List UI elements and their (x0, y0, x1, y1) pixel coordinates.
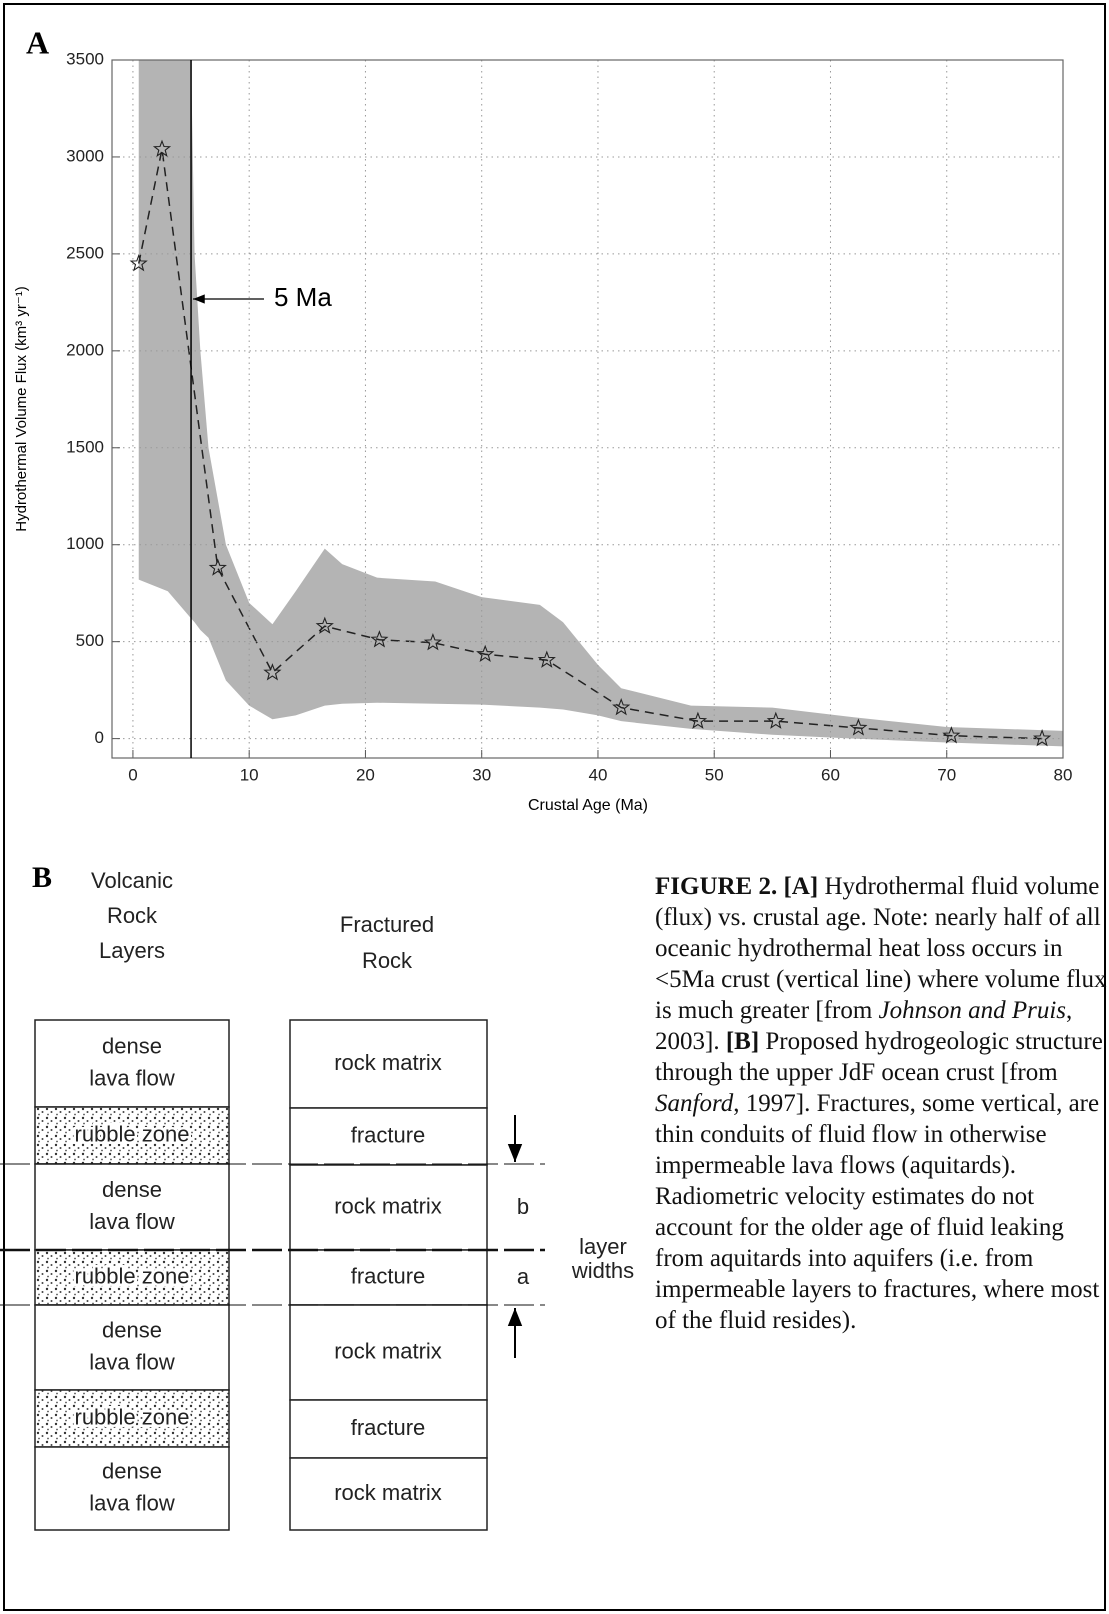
y-tick-label: 2500 (66, 243, 104, 262)
x-tick-label: 50 (705, 765, 724, 784)
caption-text: , 1997]. Fractures, some vertical, are t… (655, 1090, 1100, 1334)
layer-label: dense (102, 1177, 162, 1202)
layer-label: fracture (351, 1263, 426, 1288)
rock-layer (289, 1019, 488, 1109)
caption-text: FIGURE 2. [A] (655, 873, 819, 900)
caption-text: Johnson and Pruis (878, 997, 1067, 1024)
data-point (766, 711, 785, 729)
layer-label: rubble zone (75, 1263, 190, 1288)
layer-label: rock matrix (334, 1193, 442, 1218)
rock-layer (289, 1107, 488, 1166)
rock-layer (289, 1457, 488, 1531)
column-header: Layers (99, 938, 165, 963)
caption-text: , 2003]. (655, 997, 1073, 1055)
y-axis-label: Hydrothermal Volume Flux (km³ yr⁻¹) (13, 286, 30, 531)
layer-label: fracture (351, 1122, 426, 1147)
x-tick-label: 30 (472, 765, 491, 784)
x-tick-label: 60 (821, 765, 840, 784)
y-tick-label: 2000 (66, 340, 104, 359)
caption-text: Hydrothermal fluid volume (flux) vs. cru… (655, 873, 1107, 1024)
rock-layer (34, 1106, 230, 1165)
column-header: Volcanic (91, 868, 173, 893)
layer-label: dense (102, 1458, 162, 1483)
x-tick-label: 40 (589, 765, 608, 784)
caption-text: Sanford (655, 1090, 734, 1117)
data-point (315, 616, 334, 634)
caption-text: Proposed hydrogeologic structure through… (655, 1028, 1103, 1086)
data-point (208, 558, 227, 576)
data-point (263, 663, 282, 681)
layer-label: lava flow (89, 1209, 175, 1234)
column-header: Fractured (340, 912, 434, 937)
y-tick-label: 500 (76, 631, 104, 650)
width-label: b (517, 1194, 529, 1219)
caption: FIGURE 2. [A] Hydrothermal fluid volume … (655, 871, 1107, 1336)
width-label: a (517, 1264, 530, 1289)
rock-layer (289, 1164, 488, 1251)
data-point (476, 644, 495, 662)
x-tick-label: 10 (240, 765, 259, 784)
layer-label: rock matrix (334, 1338, 442, 1363)
layer-label: lava flow (89, 1065, 175, 1090)
plot-area (138, 60, 1063, 747)
layer-label: dense (102, 1033, 162, 1058)
panel-label: B (32, 861, 52, 894)
data-point (129, 254, 148, 272)
rock-layer (289, 1399, 488, 1459)
figure-border (3, 3, 1106, 1611)
column-header: Rock (107, 903, 158, 928)
data-point (370, 630, 389, 648)
annotation: 5 Ma (274, 282, 332, 312)
data-point (152, 139, 172, 157)
layer-label: rock matrix (334, 1050, 442, 1075)
layer-label: rubble zone (75, 1121, 190, 1146)
rock-layer (34, 1304, 230, 1391)
x-axis-label: Crustal Age (Ma) (528, 797, 648, 814)
rock-layer (34, 1163, 230, 1251)
data-point (612, 698, 631, 716)
y-tick-label: 1500 (66, 437, 104, 456)
layer-label: lava flow (89, 1349, 175, 1374)
uncertainty-band (138, 60, 1063, 747)
x-tick-label: 0 (128, 765, 137, 784)
x-tick-label: 80 (1054, 765, 1073, 784)
x-tick-label: 70 (937, 765, 956, 784)
layer-label: dense (102, 1317, 162, 1342)
data-point (688, 711, 708, 729)
y-tick-label: 3500 (66, 49, 104, 68)
panel-label: A (26, 24, 49, 60)
widths-label: widths (571, 1258, 634, 1283)
data-point (537, 650, 556, 668)
caption-text: [B] (725, 1028, 760, 1055)
y-tick-label: 1000 (66, 534, 104, 553)
layer-label: rock matrix (334, 1480, 442, 1505)
data-point (1032, 729, 1052, 747)
column-header: Rock (362, 948, 413, 973)
layer-label: fracture (351, 1415, 426, 1440)
x-tick-label: 20 (356, 765, 375, 784)
layer-label: lava flow (89, 1490, 175, 1515)
rock-layer (34, 1389, 230, 1448)
rock-layer (34, 1446, 230, 1531)
data-point (423, 633, 442, 651)
plot-frame (111, 59, 1064, 759)
rock-layer (289, 1249, 488, 1306)
y-tick-label: 3000 (66, 146, 104, 165)
data-point (942, 726, 961, 744)
layer-label: rubble zone (75, 1404, 190, 1429)
data-point (849, 718, 868, 736)
y-tick-label: 0 (95, 728, 104, 747)
widths-label: layer (579, 1234, 627, 1259)
rock-layer (34, 1019, 230, 1108)
